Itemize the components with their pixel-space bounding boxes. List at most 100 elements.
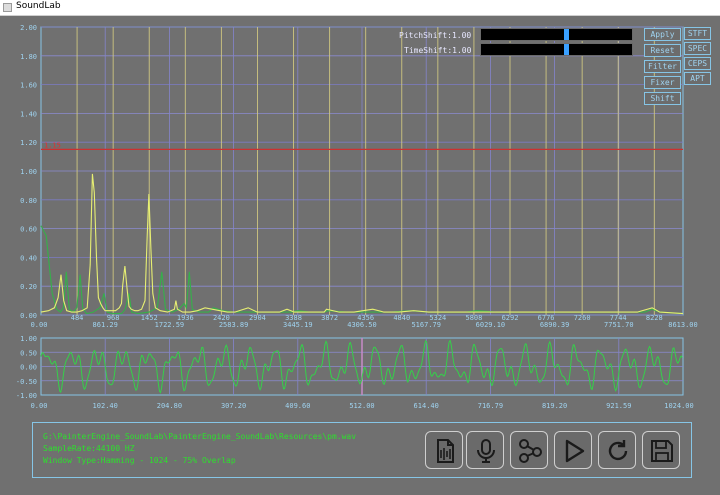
spectrum-peak-tick: 5808 [465, 314, 482, 322]
waveform-x-tick: 819.20 [542, 402, 567, 410]
waveform-x-tick: 204.80 [157, 402, 182, 410]
record-button[interactable] [466, 431, 504, 469]
spectrum-x-tick: 861.29 [93, 321, 118, 329]
spectrum-grid [41, 26, 683, 316]
spectrum-y-tick: 0.80 [20, 197, 37, 205]
app-icon [3, 3, 12, 12]
spectrum-y-tick: 1.20 [20, 139, 37, 147]
spectrum-peak-tick: 2420 [213, 314, 230, 322]
waveform-series [40, 339, 683, 394]
waveform-y-tick: -0.50 [16, 378, 37, 386]
spectrum-peak-tick: 4356 [357, 314, 374, 322]
spec-button[interactable]: SPEC [684, 42, 711, 55]
spectrum-peak-tick: 4840 [393, 314, 410, 322]
waveform-x-tick: 921.59 [606, 402, 631, 410]
microphone-icon [477, 439, 495, 463]
pitch-shift-label: PitchShift:1.00 [399, 31, 472, 40]
info-panel: G:\PainterEngine_SoundLab\PainterEngine_… [32, 422, 692, 478]
spectrum-peak-tick: 8228 [646, 314, 663, 322]
spectrum-peak-tick: 1936 [177, 314, 194, 322]
threshold-label: 1.15 [44, 141, 61, 149]
waveform-x-tick: 307.20 [221, 402, 246, 410]
play-icon [565, 439, 585, 463]
spectrum-peak-tick: 3872 [321, 314, 338, 322]
spectrum-y-tick: 2.00 [20, 24, 37, 32]
pitch-slider-handle[interactable] [563, 29, 569, 40]
spectrum-y-tick: 0.60 [20, 226, 37, 234]
open-file-button[interactable] [425, 431, 463, 469]
spectrum-y-tick: 1.00 [20, 168, 37, 176]
spectrum-series [40, 173, 684, 315]
waveform-x-tick: 716.79 [478, 402, 503, 410]
waveform-x-tick: 1024.00 [664, 402, 694, 410]
spectrum-y-tick: 1.80 [20, 53, 37, 61]
reset-button[interactable]: Reset [644, 44, 681, 57]
spectrum-peak-tick: 7260 [574, 314, 591, 322]
waveform-y-ticks: 1.00 0.50 0.00 -0.50 -1.00 [16, 335, 37, 400]
apt-button[interactable]: APT [684, 72, 711, 85]
shift-button[interactable]: Shift [644, 92, 681, 105]
spectrum-peak-tick: 6776 [538, 314, 555, 322]
waveform-file-icon [437, 439, 454, 463]
spectrum-x-tick: 6029.10 [476, 321, 506, 329]
stft-button[interactable]: STFT [684, 27, 711, 40]
sample-rate: SampleRate:44100 HZ [43, 444, 135, 453]
waveform-x-tick: 614.40 [414, 402, 439, 410]
ceps-button[interactable]: CEPS [684, 57, 711, 70]
spectrum-x-tick: 1722.59 [155, 321, 185, 329]
spectrum-x-tick: 0.00 [31, 321, 48, 329]
waveform-y-tick: 0.00 [20, 364, 37, 372]
spectrum-x-tick: 4306.50 [347, 321, 377, 329]
apply-button[interactable]: Apply [644, 28, 681, 41]
play-button[interactable] [554, 431, 592, 469]
spectrum-peak-tick: 6292 [502, 314, 519, 322]
spectrum-peak-tick: 484 [71, 314, 84, 322]
pitch-shift-slider[interactable] [480, 28, 633, 41]
spectrum-peak-tick: 3388 [285, 314, 302, 322]
waveform-x-tick: 512.00 [349, 402, 374, 410]
fixer-button[interactable]: Fixer [644, 76, 681, 89]
spectrum-y-tick: 1.40 [20, 110, 37, 118]
spectrum-series-line [40, 173, 684, 315]
spectrum-y-tick: 0.40 [20, 254, 37, 262]
filter-button[interactable]: Filter [644, 60, 681, 73]
spectrum-peak-markers [76, 27, 655, 315]
time-shift-label: TimeShift:1.00 [404, 46, 472, 55]
waveform-x-tick: 102.40 [93, 402, 118, 410]
spectrum-y-ticks: 2.00 1.80 1.60 1.40 1.20 1.00 0.80 0.60 0.40 0.20… [20, 24, 37, 320]
save-button[interactable] [642, 431, 680, 469]
title-bar: SoundLab [0, 0, 720, 16]
spectrum-x-tick: 3445.19 [283, 321, 313, 329]
spectrum-y-tick: 1.60 [20, 82, 37, 90]
waveform-x-tick: 0.00 [31, 402, 48, 410]
waveform-y-tick: 1.00 [20, 335, 37, 343]
spectrum-peak-tick: 1452 [141, 314, 158, 322]
refresh-button[interactable] [598, 431, 636, 469]
spectrum-y-tick: 0.00 [20, 312, 37, 320]
spectrum-peak-tick: 2904 [249, 314, 266, 322]
spectrum-x-tick: 7751.70 [604, 321, 634, 329]
spectrum-y-tick: 0.20 [20, 283, 37, 291]
waveform-x-ticks: 0.00 102.40 204.80 307.20 409.60 512.00 614.40… [31, 402, 694, 410]
window-type: Window Type:Hamming - 1024 - 75% Overlap [43, 456, 236, 465]
spectrum-x-ticks: 0.00 861.29 1722.59 2583.89 3445.19 4306.50 51… [31, 314, 698, 329]
time-shift-slider[interactable] [480, 43, 633, 56]
refresh-icon [608, 440, 628, 461]
waveform-x-tick: 409.60 [285, 402, 310, 410]
waveform-y-tick: 0.50 [20, 349, 37, 357]
spectrum-peak-tick: 968 [107, 314, 120, 322]
nodes-icon [519, 439, 542, 463]
spectrum-x-tick: 8613.00 [668, 321, 698, 329]
spectrum-peak-tick: 7744 [610, 314, 627, 322]
process-button[interactable] [510, 431, 548, 469]
spectrum-x-tick: 5167.79 [411, 321, 441, 329]
save-icon [651, 440, 673, 462]
spectrum-peak-tick: 5324 [429, 314, 446, 322]
window-title: SoundLab [16, 1, 61, 11]
waveform-line [40, 339, 683, 394]
spectrum-x-tick: 6890.39 [540, 321, 570, 329]
spectrum-x-tick: 2583.89 [219, 321, 249, 329]
time-slider-handle[interactable] [563, 44, 569, 55]
file-path: G:\PainterEngine_SoundLab\PainterEngine_… [43, 432, 357, 441]
